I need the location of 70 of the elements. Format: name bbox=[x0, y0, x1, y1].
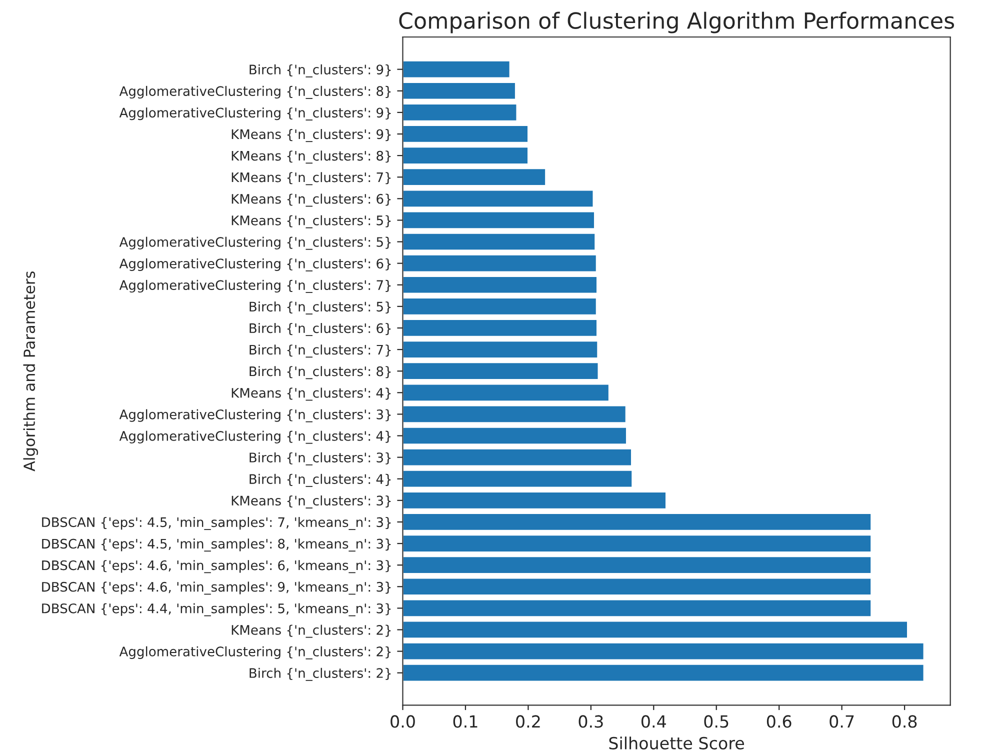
bar bbox=[402, 146, 529, 165]
bar bbox=[402, 448, 632, 467]
bar bbox=[402, 254, 598, 273]
bar bbox=[402, 210, 596, 230]
bar bbox=[402, 620, 908, 640]
bar bbox=[402, 642, 925, 661]
x-tick-label: 0.7 bbox=[830, 715, 854, 728]
y-tick-label: KMeans {'n_clusters': 9} bbox=[232, 129, 391, 142]
bar bbox=[402, 189, 594, 208]
x-tick-label: 0.3 bbox=[578, 715, 603, 728]
bar bbox=[402, 404, 627, 424]
y-tick-label: AgglomerativeClustering {'n_clusters': 3} bbox=[119, 409, 391, 422]
bar bbox=[402, 103, 518, 122]
bar bbox=[402, 426, 628, 446]
y-tick-label: DBSCAN {'eps': 4.5, 'min_samples': 8, 'kmeans_n': 3} bbox=[42, 538, 391, 552]
y-tick-label: AgglomerativeClustering {'n_clusters': 8} bbox=[119, 86, 391, 99]
bar bbox=[402, 598, 872, 618]
y-tick-label: DBSCAN {'eps': 4.4, 'min_samples': 5, 'kmeans_n': 3} bbox=[42, 603, 391, 616]
y-tick-label: Birch {'n_clusters': 8} bbox=[250, 366, 391, 380]
chart-title: Comparison of Clustering Algorithm Performances bbox=[399, 12, 954, 34]
y-tick-label: Birch {'n_clusters': 3} bbox=[250, 452, 391, 466]
bar bbox=[402, 276, 598, 294]
y-tick-label: KMeans {'n_clusters': 2} bbox=[232, 624, 391, 638]
y-tick-label: DBSCAN {'eps': 4.6, 'min_samples': 6, 'kmeans_n': 3} bbox=[42, 560, 391, 574]
bar bbox=[402, 664, 925, 682]
y-tick-label: KMeans {'n_clusters': 6} bbox=[232, 194, 391, 207]
bar bbox=[402, 362, 600, 380]
x-tick-label: 0.4 bbox=[641, 715, 666, 728]
y-tick-label: DBSCAN {'eps': 4.5, 'min_samples': 7, 'kmeans_n': 3} bbox=[42, 517, 391, 530]
x-tick-label: 0.6 bbox=[766, 715, 792, 728]
y-tick-label: AgglomerativeClustering {'n_clusters': 9} bbox=[119, 107, 391, 120]
bar bbox=[402, 534, 872, 553]
y-tick-label: AgglomerativeClustering {'n_clusters': 7} bbox=[119, 280, 391, 293]
x-tick-label: 0.0 bbox=[390, 715, 415, 728]
y-tick-label: Birch {'n_clusters': 5} bbox=[250, 301, 391, 314]
y-tick-label: DBSCAN {'eps': 4.6, 'min_samples': 9, 'kmeans_n': 3} bbox=[42, 582, 391, 595]
y-tick-label: KMeans {'n_clusters': 3} bbox=[232, 495, 391, 508]
y-axis-title: Algorithm and Parameters bbox=[23, 271, 38, 472]
bar bbox=[402, 168, 546, 186]
y-tick-label: AgglomerativeClustering {'n_clusters': 4} bbox=[119, 430, 391, 444]
y-tick-label: KMeans {'n_clusters': 5} bbox=[232, 215, 391, 228]
bar bbox=[402, 512, 872, 532]
bar bbox=[402, 491, 667, 510]
x-tick-label: 0.5 bbox=[704, 715, 728, 728]
bar bbox=[402, 124, 529, 144]
bar bbox=[402, 470, 634, 488]
bar bbox=[402, 340, 599, 359]
bar bbox=[402, 60, 511, 79]
x-tick-label: 0.2 bbox=[516, 715, 540, 728]
bar bbox=[402, 577, 872, 596]
y-tick-label: Birch {'n_clusters': 4} bbox=[250, 474, 391, 487]
y-tick-label: Birch {'n_clusters': 7} bbox=[250, 344, 391, 358]
y-tick-label: Birch {'n_clusters': 2} bbox=[250, 668, 391, 681]
y-tick-label: AgglomerativeClustering {'n_clusters': 6} bbox=[119, 258, 391, 272]
y-tick-label: AgglomerativeClustering {'n_clusters': 2} bbox=[119, 646, 391, 660]
bar bbox=[402, 556, 872, 574]
y-tick-label: KMeans {'n_clusters': 7} bbox=[232, 172, 391, 186]
bar bbox=[402, 383, 610, 402]
bar bbox=[402, 82, 516, 100]
y-tick-label: KMeans {'n_clusters': 4} bbox=[232, 388, 391, 401]
x-axis-title: Silhouette Score bbox=[609, 736, 744, 750]
y-tick-label: Birch {'n_clusters': 6} bbox=[250, 323, 391, 336]
bar bbox=[402, 232, 596, 252]
y-tick-label: KMeans {'n_clusters': 8} bbox=[232, 150, 391, 164]
bar bbox=[402, 297, 598, 316]
y-tick-label: AgglomerativeClustering {'n_clusters': 5} bbox=[119, 236, 391, 250]
y-tick-label: Birch {'n_clusters': 9} bbox=[250, 64, 391, 78]
bar bbox=[402, 318, 598, 338]
x-tick-label: 0.8 bbox=[892, 715, 917, 728]
x-tick-label: 0.1 bbox=[453, 715, 478, 728]
